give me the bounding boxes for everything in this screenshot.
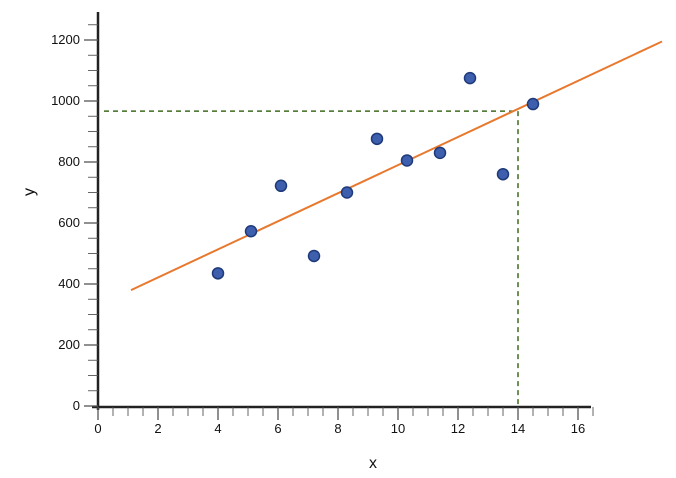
x-tick-label: 10 xyxy=(391,421,405,436)
x-tick-label: 2 xyxy=(154,421,161,436)
tick-marks xyxy=(84,24,594,420)
data-point xyxy=(400,154,414,167)
data-point xyxy=(526,97,540,111)
data-point xyxy=(244,224,258,238)
data-point xyxy=(274,179,288,193)
data-points xyxy=(211,71,540,280)
y-tick-label: 400 xyxy=(58,276,80,291)
x-tick-label: 8 xyxy=(334,421,341,436)
x-tick-label: 4 xyxy=(214,421,221,436)
x-tick-label: 16 xyxy=(571,421,585,436)
y-tick-label: 1200 xyxy=(51,32,80,47)
y-tick-label: 1000 xyxy=(51,93,80,108)
data-point xyxy=(307,249,321,263)
data-point xyxy=(496,167,510,181)
x-tick-label: 0 xyxy=(94,421,101,436)
data-point xyxy=(463,71,477,85)
y-tick-label: 600 xyxy=(58,215,80,230)
x-tick-label: 14 xyxy=(511,421,525,436)
x-tick-label: 6 xyxy=(274,421,281,436)
y-tick-label: 800 xyxy=(58,154,80,169)
data-point xyxy=(370,132,384,146)
reference-lines xyxy=(104,110,519,407)
data-point xyxy=(340,186,354,199)
y-axis-label: y xyxy=(21,188,38,196)
data-point xyxy=(433,146,447,160)
fit-line-layer xyxy=(130,40,663,292)
y-tick-label: 0 xyxy=(73,398,80,413)
y-tick-label: 200 xyxy=(58,337,80,352)
data-point xyxy=(211,267,225,280)
axes xyxy=(92,12,591,410)
trend-line xyxy=(130,40,663,292)
x-axis-label: x xyxy=(369,455,377,472)
x-tick-label: 12 xyxy=(451,421,465,436)
tick-labels: 0 200 400 600 800 1000 1200 0 2 4 6 8 10 12 14 16 xyxy=(51,32,585,436)
